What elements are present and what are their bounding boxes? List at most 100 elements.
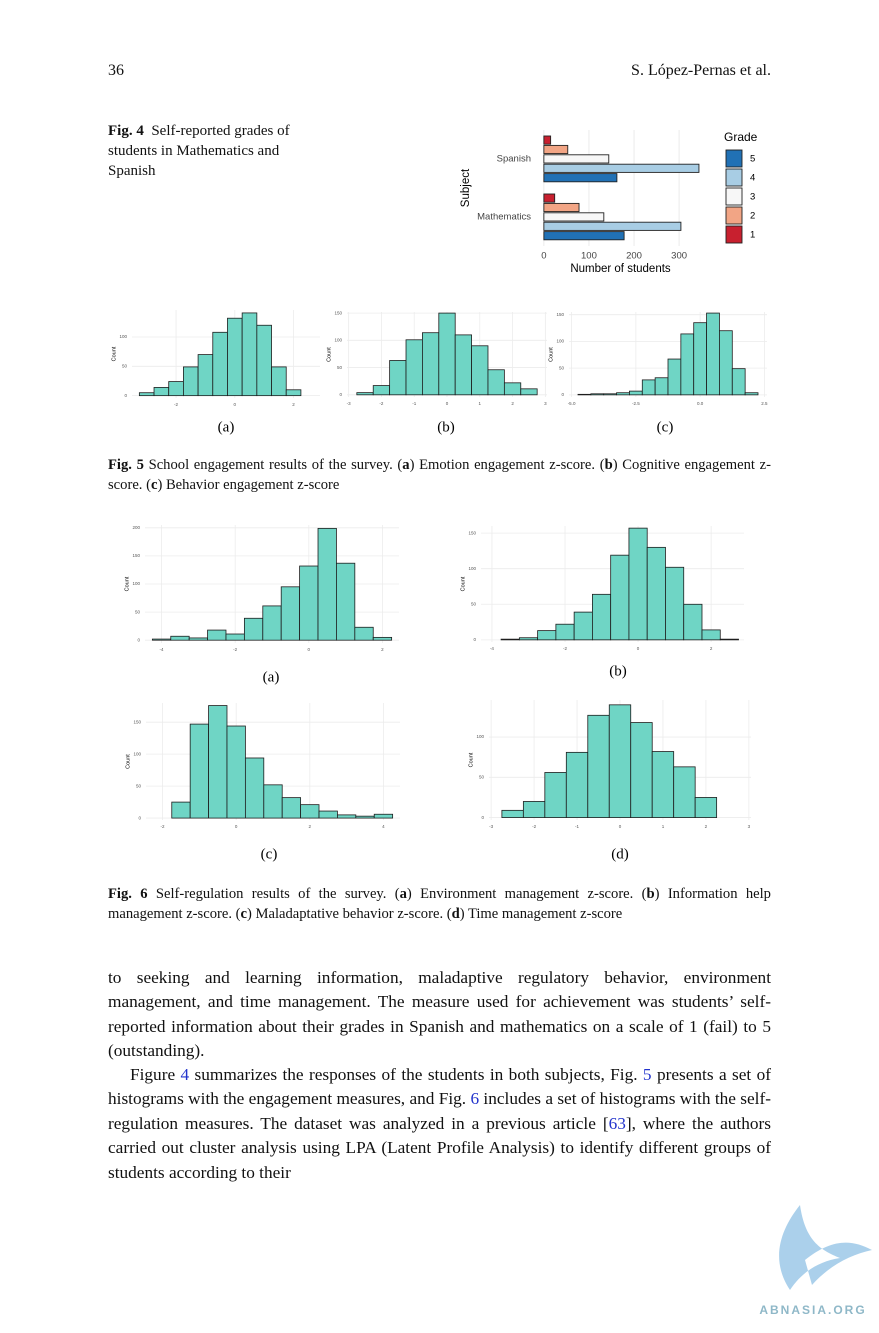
bar — [520, 388, 538, 396]
bar — [680, 333, 695, 396]
y-tick-label: 0 — [339, 392, 342, 397]
bar — [197, 354, 214, 397]
bar — [543, 144, 569, 155]
bar — [212, 331, 228, 397]
subfigure-label: (c) — [261, 846, 278, 862]
bar — [188, 637, 208, 641]
bar — [629, 390, 643, 396]
caption-text: ) Information help management z-score. ( — [108, 886, 771, 922]
bar — [171, 801, 191, 819]
bar — [592, 593, 612, 641]
cross-reference[interactable]: 6 — [470, 1089, 480, 1109]
y-axis-label: Count — [124, 576, 130, 591]
y-tick-label: 100 — [476, 734, 484, 739]
x-tick-label: -2 — [174, 402, 178, 407]
y-tick-label: 200 — [132, 525, 140, 530]
x-tick-label: 300 — [671, 251, 687, 262]
bar — [471, 345, 489, 396]
bar — [405, 339, 423, 396]
text-run: presents a set of histograms with the en… — [108, 1065, 771, 1109]
bar — [170, 635, 190, 641]
x-tick-label: -3 — [489, 824, 493, 829]
caption-text: ) Cognitive engagement z-score. ( — [108, 457, 772, 493]
y-axis-label: Count — [468, 752, 474, 767]
y-tick-label: 0 — [124, 393, 127, 398]
bar — [372, 636, 393, 641]
y-tick-label: 100 — [119, 334, 127, 339]
cross-reference[interactable]: 4 — [180, 1065, 190, 1084]
bar — [318, 810, 338, 819]
cross-reference[interactable]: 63 — [608, 1113, 626, 1133]
bar — [454, 334, 472, 396]
x-tick-label: 2 — [710, 646, 713, 651]
bar — [587, 714, 610, 818]
x-tick-label: 2 — [511, 401, 514, 406]
bar — [543, 231, 625, 241]
bar — [227, 317, 243, 397]
bar — [590, 393, 605, 396]
x-tick-label: 2 — [705, 824, 708, 829]
x-tick-label: 3 — [544, 401, 547, 406]
y-tick-label: 50 — [122, 364, 128, 369]
x-tick-label: -2 — [233, 647, 237, 652]
bar — [543, 173, 618, 183]
bar — [153, 387, 170, 397]
bar — [719, 330, 733, 396]
bar — [701, 629, 721, 641]
bar — [543, 135, 552, 145]
y-tick-label: 100 — [556, 339, 564, 344]
legend-label: 3 — [750, 192, 755, 203]
running-head: S. López-Pernas et al. — [631, 62, 771, 79]
bar — [651, 751, 675, 818]
bar — [665, 566, 685, 641]
bar — [336, 562, 356, 641]
bar — [244, 757, 265, 819]
x-tick-label: 200 — [626, 251, 642, 262]
y-tick-label: 150 — [334, 310, 342, 315]
legend-title: Grade — [724, 130, 758, 144]
figure-caption: Fig. 6 Self-regulation results of the su… — [108, 884, 771, 924]
bar — [256, 324, 272, 397]
subfigure-label: (d) — [611, 846, 629, 862]
figure-label: Fig. 4 — [108, 123, 144, 139]
bar — [543, 202, 580, 213]
x-tick-label: 2 — [292, 402, 295, 407]
x-tick-label: 4 — [382, 824, 385, 829]
bar — [646, 546, 666, 641]
bar — [667, 358, 682, 396]
bar — [373, 813, 394, 819]
x-axis-label: Number of students — [570, 263, 671, 275]
x-tick-label: -2 — [379, 401, 383, 406]
bar — [630, 722, 653, 818]
watermark-logo — [779, 1205, 872, 1290]
figure-label: Fig. 5 — [108, 457, 144, 473]
bar — [280, 586, 301, 641]
bar — [543, 221, 682, 231]
y-tick-label: 100 — [468, 566, 476, 571]
x-tick-label: 0 — [541, 251, 546, 262]
figure-caption: Fig. 4 Self-reported grades of students … — [108, 121, 313, 181]
legend-label: 2 — [750, 211, 755, 222]
bar — [225, 633, 245, 641]
y-tick-label: 0 — [561, 392, 564, 397]
text-run: Figure — [130, 1065, 181, 1084]
text-run: ], where the authors carried out cluster… — [108, 1113, 771, 1182]
x-tick-label: 0 — [619, 824, 622, 829]
x-tick-label: 0 — [235, 824, 238, 829]
figure-label: Fig. 6 — [108, 886, 148, 902]
x-tick-label: -2 — [532, 824, 536, 829]
caption-text: Self-regulation results of the survey. ( — [147, 886, 400, 902]
x-tick-label: -2 — [563, 646, 567, 651]
bar — [281, 797, 302, 819]
bar — [544, 772, 567, 818]
bar — [389, 360, 407, 396]
y-tick-label: 50 — [135, 609, 141, 614]
x-tick-label: 1 — [662, 824, 665, 829]
bar — [317, 527, 337, 641]
cross-reference[interactable]: 5 — [642, 1065, 652, 1084]
y-tick-label: 50 — [136, 783, 142, 788]
x-tick-label: 1 — [479, 401, 482, 406]
panel-letter: a — [399, 886, 407, 902]
y-tick-label: Spanish — [497, 154, 531, 165]
